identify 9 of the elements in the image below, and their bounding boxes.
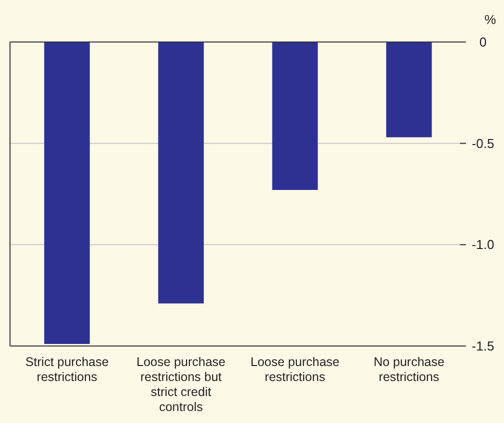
y-tick-label: -1.5 — [472, 338, 494, 354]
y-tick-label: 0 — [479, 34, 487, 50]
x-tick-label: Strict purchase restrictions — [25, 355, 109, 384]
y-tick-label: -1.0 — [472, 237, 494, 252]
x-tick-label: Loose purchase restrictions but strict credit controls — [136, 355, 226, 414]
x-tick-label: No purchase restrictions — [374, 355, 444, 384]
x-tick-label: Loose purchase restrictions — [250, 355, 340, 384]
y-axis-title: % — [484, 12, 496, 27]
y-tick-label: -0.5 — [472, 136, 494, 151]
